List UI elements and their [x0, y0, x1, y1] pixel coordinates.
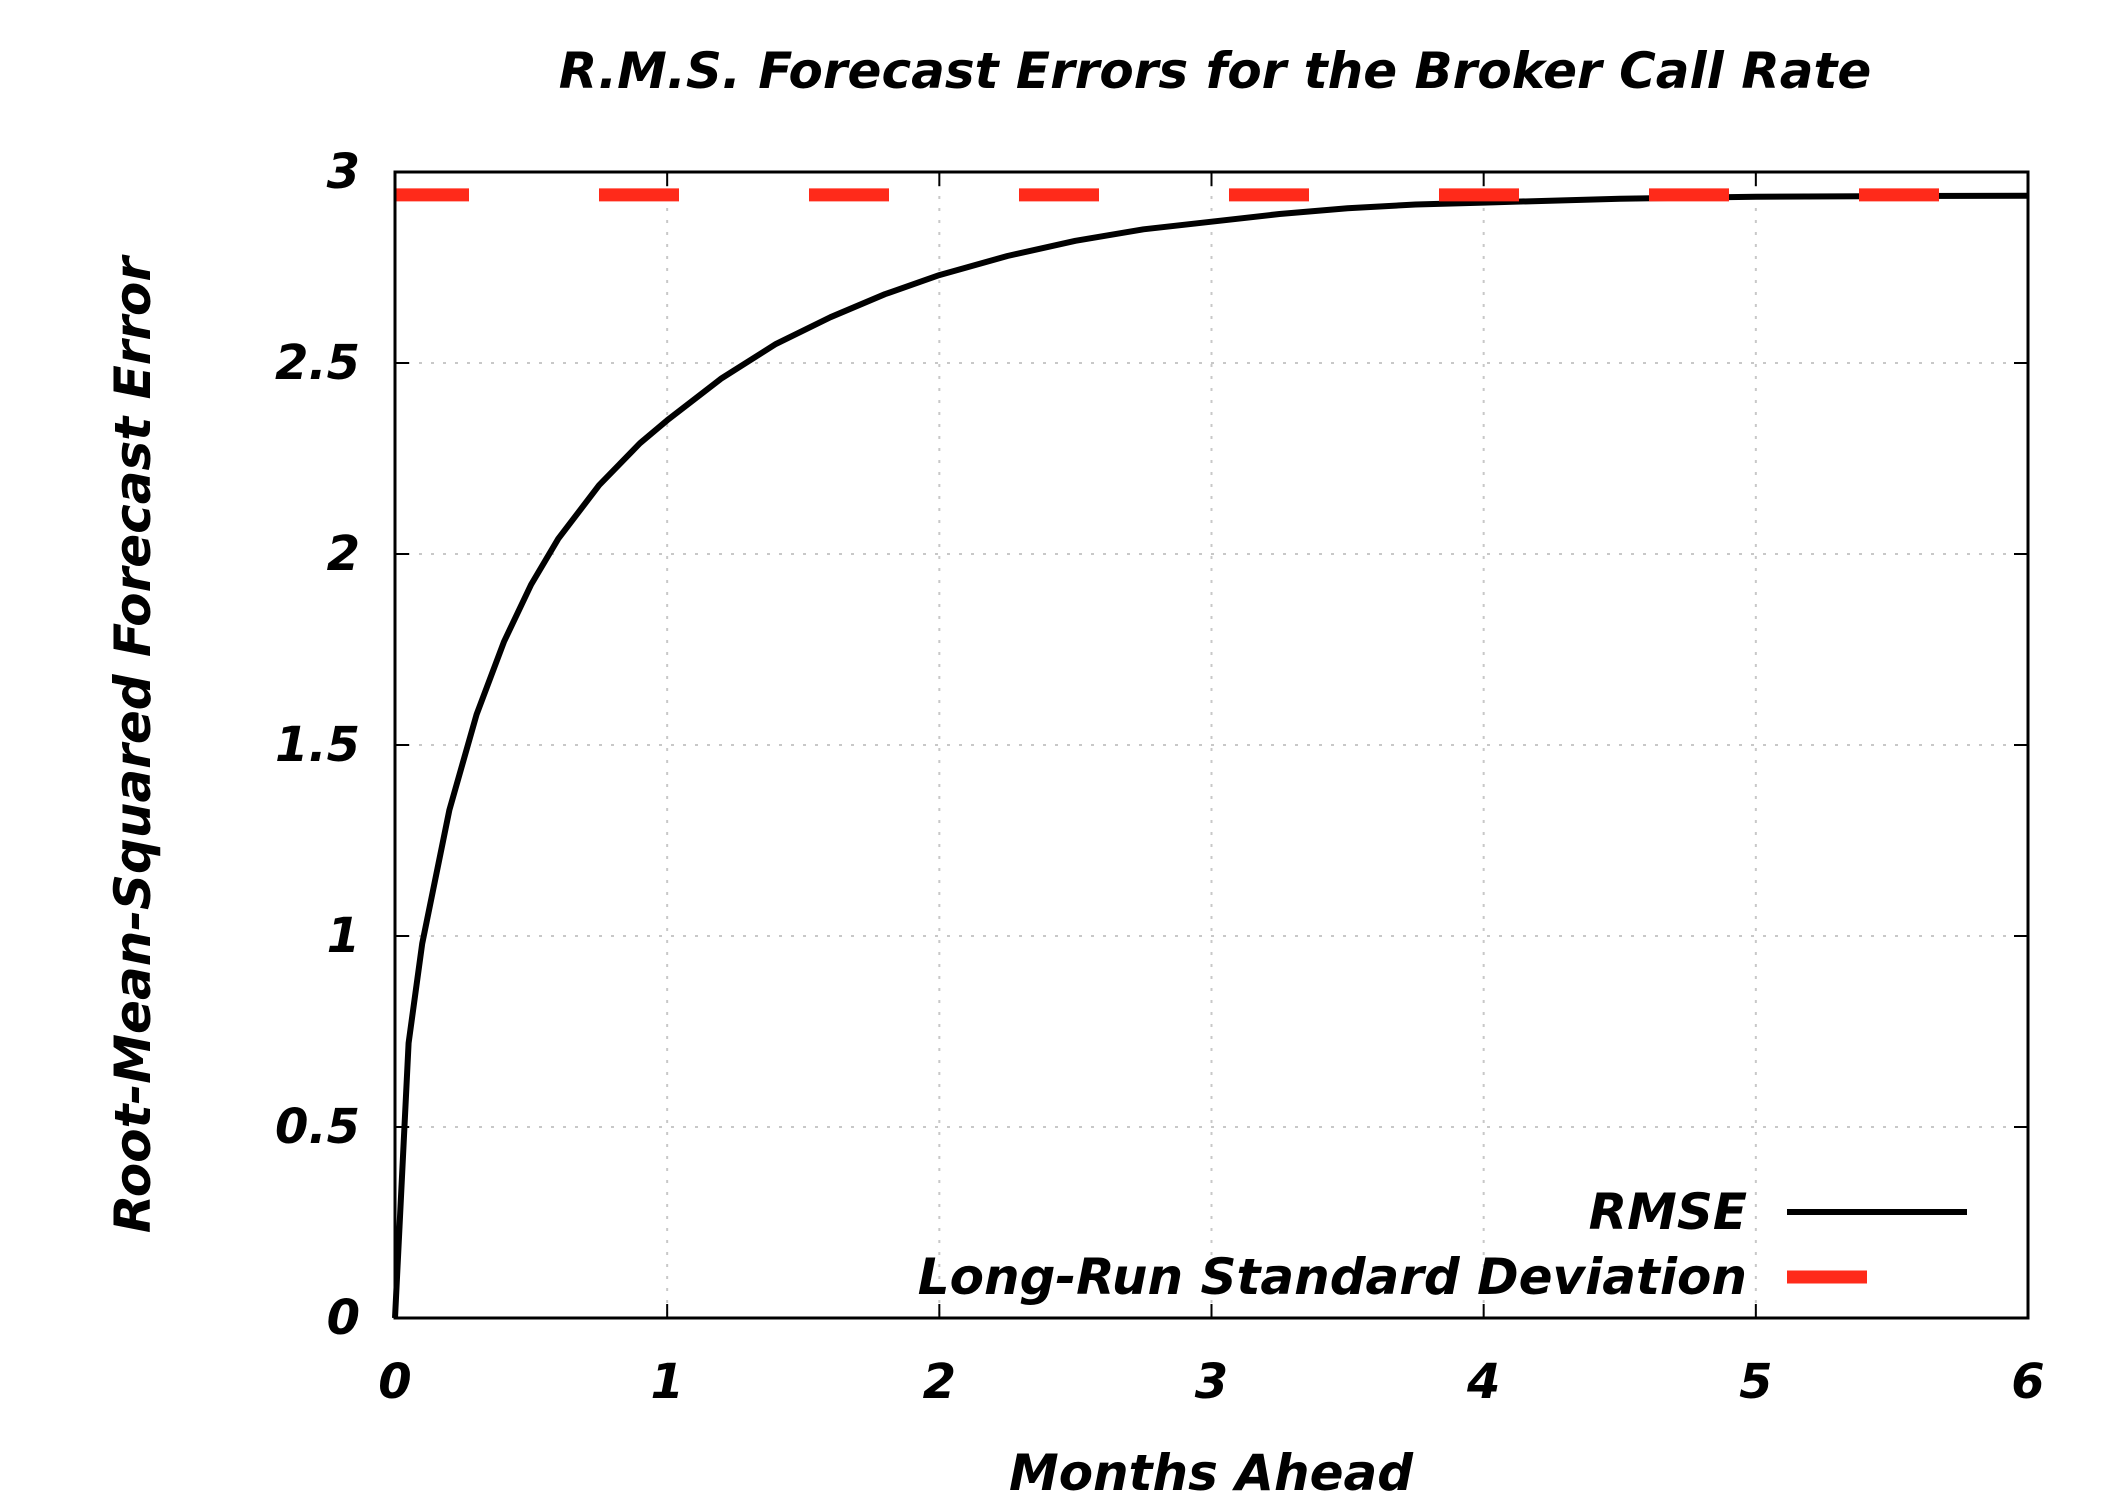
ticks: 0 1 2 3 4 5 6 0 0.5 1 1.5 2 2.5 3: [275, 144, 2045, 1410]
plot-series: [392, 188, 2029, 1319]
x-tick-label-2: 2: [923, 1354, 956, 1410]
legend-label-0: RMSE: [1589, 1183, 1747, 1241]
y-tick-label-1: 0.5: [275, 1099, 360, 1155]
y-tick-label-2: 1: [327, 908, 360, 964]
x-tick-label-4: 4: [1466, 1354, 1500, 1410]
y-tick-label-6: 3: [327, 144, 360, 200]
y-axis-label: Root-Mean-Squared Forecast Error: [104, 254, 162, 1233]
x-tick-label-3: 3: [1195, 1354, 1228, 1410]
x-tick-label-0: 0: [378, 1354, 411, 1410]
y-tick-label-5: 2.5: [275, 335, 360, 391]
x-axis-label: Months Ahead: [1009, 1444, 1414, 1502]
legend: RMSE Long-Run Standard Deviation: [918, 1183, 1967, 1306]
x-tick-label-6: 6: [2011, 1354, 2044, 1410]
chart-title: R.M.S. Forecast Errors for the Broker Ca…: [559, 42, 1872, 100]
series-line-0: [392, 192, 2029, 1319]
y-tick-label-4: 2: [327, 526, 360, 582]
x-tick-label-5: 5: [1739, 1354, 1772, 1410]
plot-frame: [393, 170, 2030, 1320]
x-tick-label-1: 1: [650, 1354, 683, 1410]
legend-label-1: Long-Run Standard Deviation: [918, 1248, 1747, 1306]
y-tick-label-3: 1.5: [275, 717, 360, 773]
grid: [395, 172, 2028, 1318]
y-tick-label-0: 0: [327, 1290, 360, 1346]
